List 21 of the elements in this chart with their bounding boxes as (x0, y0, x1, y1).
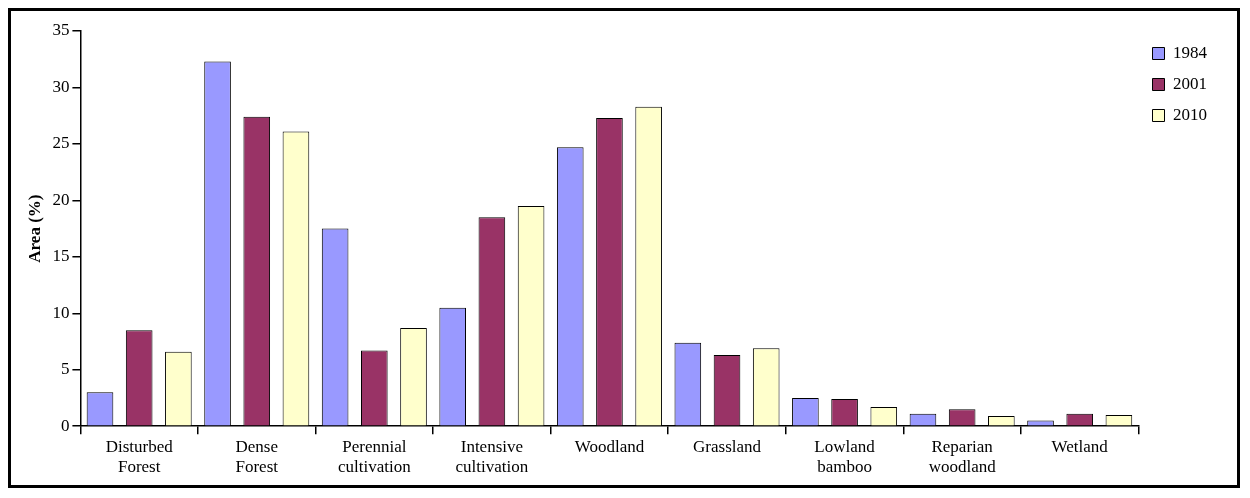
x-tick-label: Woodland (574, 436, 645, 456)
x-tick-label: Grassland (693, 436, 762, 456)
y-tick-label: 15 (52, 246, 70, 266)
x-tick-label: Dense Forest (235, 436, 279, 477)
y-tick-label: 25 (52, 133, 70, 153)
x-tick-label: Wetland (1051, 436, 1109, 456)
x-tick-label: Lowland bamboo (814, 436, 876, 477)
x-tick-label: Perennial cultivation (337, 436, 412, 477)
x-tick-label: Reparian woodland (928, 436, 997, 477)
y-tick-label: 20 (52, 189, 70, 209)
x-tick-label: Disturbed Forest (105, 436, 174, 477)
legend-label: 1984 (1173, 42, 1208, 62)
legend-label: 2001 (1173, 73, 1207, 93)
y-tick-label: 0 (60, 415, 70, 435)
y-tick-label: 35 (52, 20, 70, 40)
y-tick-label: 5 (60, 359, 70, 379)
y-axis-title: Area (%) (24, 194, 44, 263)
y-tick-label: 10 (52, 302, 70, 322)
x-tick-label: Intensive cultivation (455, 436, 529, 477)
y-tick-label: 30 (52, 76, 70, 96)
legend-label: 2010 (1173, 104, 1207, 124)
